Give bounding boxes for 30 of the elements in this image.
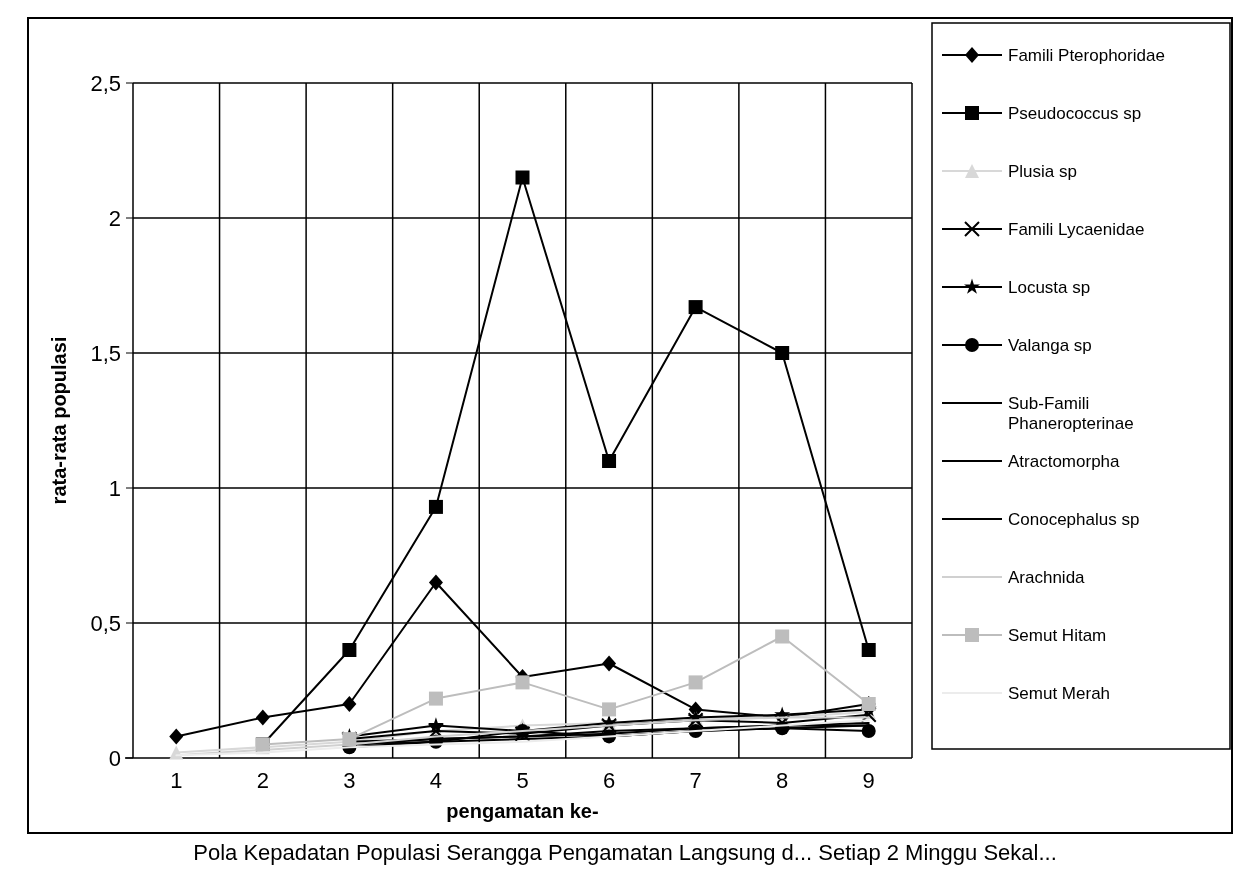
x-axis-title: pengamatan ke- — [446, 800, 599, 822]
y-tick-label: 2 — [108, 205, 121, 231]
legend-label: Famili Pterophoridae — [1008, 45, 1165, 65]
legend-label: Conocephalus sp — [1008, 509, 1140, 529]
legend-label: Semut Hitam — [1008, 625, 1107, 645]
y-tick-label: 1,5 — [90, 340, 121, 366]
y-axis-title: rata-rata populasi — [48, 336, 70, 505]
y-tick-label: 0 — [108, 745, 121, 771]
x-tick-label: 7 — [689, 768, 702, 793]
legend-label: Arachnida — [1008, 567, 1086, 587]
legend-label: Pseudococcus sp — [1008, 103, 1142, 123]
y-tick-label: 2,5 — [90, 70, 121, 96]
x-tick-label: 5 — [516, 768, 529, 793]
y-tick-label: 0,5 — [90, 610, 121, 636]
x-tick-label: 4 — [429, 768, 443, 793]
legend-label: Semut Merah — [1008, 683, 1111, 703]
text: Pola Kepadatan Populasi Serangga Pengamatan Langsung d... Setiap 2 Minggu Sekal... — [193, 840, 1057, 865]
x-tick-label: 1 — [170, 768, 183, 793]
legend-label: Famili Lycaenidae — [1008, 219, 1145, 239]
legend-label: Plusia sp — [1008, 161, 1077, 181]
x-tick-label: 2 — [256, 768, 269, 793]
x-tick-label: 3 — [343, 768, 356, 793]
legend-label: Valanga sp — [1008, 335, 1092, 355]
y-tick-label: 1 — [108, 475, 121, 501]
legend-label: Sub-Famili Phaneropterinae — [1008, 393, 1134, 434]
legend-label: Locusta sp — [1008, 277, 1091, 297]
x-tick-label: 9 — [862, 768, 875, 793]
legend-label: Atractomorpha — [1008, 451, 1121, 471]
x-tick-label: 6 — [602, 768, 616, 793]
x-tick-label: 8 — [776, 768, 789, 793]
